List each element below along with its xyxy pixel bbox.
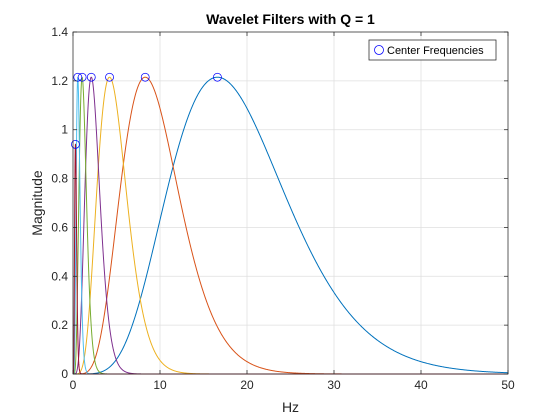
y-tick-label: 0.2 — [51, 318, 68, 332]
ticks: 0 10 20 30 40 50 0 0.2 0.4 0.6 0.8 1 1.2 1.4 — [51, 25, 515, 392]
center-frequency-marker — [77, 72, 87, 82]
x-tick-label: 30 — [327, 378, 341, 392]
x-tick-label: 20 — [240, 378, 254, 392]
center-frequency-marker — [140, 72, 150, 82]
center-frequency-markers — [71, 72, 222, 149]
legend-label-center-frequencies: Center Frequencies — [387, 45, 484, 57]
center-frequency-marker — [86, 72, 96, 82]
center-frequency-marker — [71, 139, 80, 149]
filter-curve-1 — [73, 76, 509, 375]
legend-marker-circle — [374, 45, 384, 55]
center-frequency-marker — [105, 72, 114, 82]
x-tick-label: 0 — [70, 378, 77, 392]
y-tick-label: 1.4 — [51, 25, 68, 39]
y-tick-label: 0.6 — [51, 220, 68, 234]
x-tick-label: 50 — [501, 378, 515, 392]
x-axis-label: Hz — [282, 399, 299, 415]
center-frequency-marker — [213, 72, 222, 82]
y-axis-label: Magnitude — [29, 170, 45, 236]
y-tick-label: 1.2 — [51, 74, 68, 88]
y-tick-label: 0.8 — [51, 172, 68, 186]
y-tick-label: 0.4 — [51, 269, 68, 283]
x-tick-label: 40 — [414, 378, 428, 392]
x-tick-label: 10 — [153, 378, 167, 392]
legend: Center Frequencies — [368, 39, 497, 61]
legend-box — [368, 39, 497, 61]
axes-box — [72, 31, 509, 375]
plot-area — [73, 32, 508, 374]
y-tick-label: 1 — [61, 123, 68, 137]
center-frequency-marker — [73, 72, 83, 82]
y-tick-label: 0 — [61, 367, 68, 381]
chart-title: Wavelet Filters with Q = 1 — [206, 11, 375, 27]
